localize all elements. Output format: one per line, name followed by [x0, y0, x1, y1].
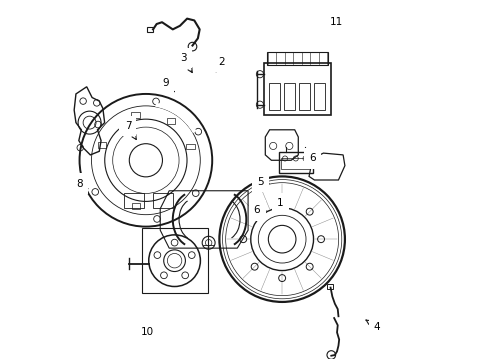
Text: 6: 6: [253, 206, 265, 216]
Text: 9: 9: [162, 78, 174, 92]
Bar: [313, 83, 325, 110]
Bar: [326, 284, 333, 289]
Text: 10: 10: [141, 327, 154, 337]
Bar: [142, 228, 207, 293]
Bar: [98, 142, 106, 148]
Text: 5: 5: [257, 177, 269, 187]
Text: 3: 3: [180, 53, 192, 73]
Bar: [153, 193, 172, 208]
Bar: [147, 27, 153, 32]
Bar: [131, 112, 140, 118]
Text: 2: 2: [216, 57, 224, 72]
Text: 1: 1: [277, 198, 283, 208]
Bar: [283, 83, 294, 110]
Text: 8: 8: [76, 179, 88, 189]
Text: 4: 4: [365, 320, 380, 332]
Bar: [185, 144, 194, 149]
Bar: [264, 63, 330, 116]
Bar: [166, 118, 175, 124]
Text: 6: 6: [309, 153, 315, 163]
Text: 11: 11: [328, 17, 342, 27]
Bar: [266, 51, 327, 65]
Text: 7: 7: [124, 121, 136, 140]
Bar: [268, 83, 280, 110]
Bar: [298, 83, 309, 110]
Bar: [124, 193, 144, 208]
Bar: [132, 203, 140, 208]
Bar: [281, 158, 309, 169]
Bar: [278, 152, 312, 173]
